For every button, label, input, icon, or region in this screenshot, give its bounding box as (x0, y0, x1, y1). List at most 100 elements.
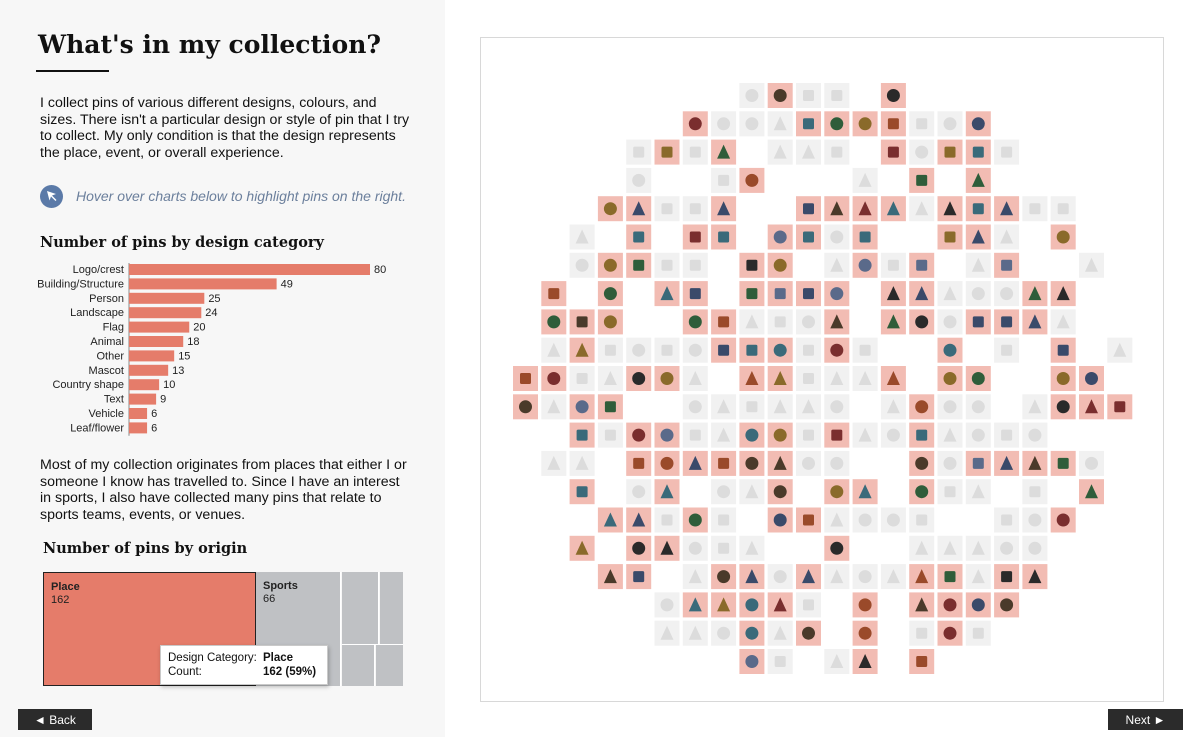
pin-tile[interactable] (682, 309, 708, 335)
pin-tile[interactable] (654, 366, 680, 391)
pin-tile[interactable] (597, 252, 623, 278)
pin-tile[interactable] (796, 224, 821, 250)
pin-tile[interactable] (569, 337, 595, 363)
bar-logo-crest[interactable] (129, 264, 370, 275)
pin-tile[interactable] (1050, 281, 1076, 307)
pin-tile[interactable] (682, 139, 708, 165)
pin-tile[interactable] (654, 337, 680, 363)
pin-tile[interactable] (965, 564, 991, 590)
pin-tile[interactable] (711, 337, 737, 363)
pin-tile[interactable] (767, 139, 793, 165)
pin-tile[interactable] (1079, 450, 1104, 476)
pin-tile[interactable] (1022, 479, 1048, 505)
pin-tile[interactable] (682, 366, 708, 391)
pin-tile[interactable] (796, 111, 821, 137)
pin-tile[interactable] (824, 422, 850, 448)
pin-grid[interactable] (481, 38, 1165, 703)
pin-tile[interactable] (796, 139, 821, 165)
pin-tile[interactable] (1050, 450, 1076, 476)
pin-tile[interactable] (796, 394, 821, 420)
pin-tile[interactable] (626, 479, 652, 505)
pin-tile[interactable] (909, 564, 935, 590)
pin-tile[interactable] (682, 564, 708, 590)
pin-tile[interactable] (739, 111, 765, 137)
pin-tile[interactable] (682, 252, 708, 278)
pin-tile[interactable] (796, 83, 821, 108)
pin-tile[interactable] (796, 507, 821, 533)
pin-tile[interactable] (1050, 309, 1076, 335)
bar-flag[interactable] (129, 321, 190, 333)
pin-tile[interactable] (965, 394, 991, 420)
pin-tile[interactable] (1107, 394, 1133, 420)
pin-tile[interactable] (739, 450, 765, 476)
pin-tile[interactable] (937, 535, 963, 561)
pin-tile[interactable] (852, 167, 878, 193)
origin-treemap[interactable]: Place 162 Sports 66 (43, 572, 403, 686)
pin-tile[interactable] (937, 111, 963, 137)
pin-tile[interactable] (852, 592, 878, 618)
pin-tile[interactable] (682, 281, 708, 307)
pin-tile[interactable] (739, 167, 765, 193)
pin-tile[interactable] (965, 167, 991, 193)
pin-tile[interactable] (767, 422, 793, 448)
pin-tile[interactable] (1022, 281, 1048, 307)
pin-tile[interactable] (739, 83, 765, 108)
pin-tile[interactable] (824, 394, 850, 420)
pin-tile[interactable] (626, 252, 652, 278)
pin-tile[interactable] (626, 535, 652, 561)
pin-tile[interactable] (626, 224, 652, 250)
pin-tile[interactable] (1079, 479, 1104, 505)
pin-tile[interactable] (937, 337, 963, 363)
pin-tile[interactable] (569, 252, 595, 278)
pin-tile[interactable] (767, 592, 793, 618)
pin-tile[interactable] (1050, 366, 1076, 391)
pin-tile[interactable] (994, 139, 1020, 165)
bar-vehicle[interactable] (129, 408, 148, 419)
pin-tile[interactable] (569, 309, 595, 335)
pin-tile[interactable] (654, 507, 680, 533)
pin-tile[interactable] (767, 649, 793, 674)
pin-tile[interactable] (937, 620, 963, 646)
pin-tile[interactable] (880, 564, 906, 590)
pin-tile[interactable] (880, 394, 906, 420)
pin-tile[interactable] (994, 309, 1020, 335)
pin-tile[interactable] (767, 309, 793, 335)
pin-tile[interactable] (824, 564, 850, 590)
pin-tile[interactable] (654, 281, 680, 307)
pin-tile[interactable] (909, 620, 935, 646)
bar-building-structure[interactable] (129, 278, 277, 290)
pin-tile[interactable] (880, 366, 906, 391)
pin-tile[interactable] (824, 649, 850, 674)
pin-tile[interactable] (965, 224, 991, 250)
pin-tile[interactable] (937, 196, 963, 222)
pin-tile[interactable] (711, 620, 737, 646)
pin-tile[interactable] (569, 479, 595, 505)
pin-tile[interactable] (1079, 366, 1104, 391)
pin-tile[interactable] (654, 450, 680, 476)
pin-tile[interactable] (852, 479, 878, 505)
pin-tile[interactable] (711, 167, 737, 193)
pin-tile[interactable] (597, 281, 623, 307)
pin-tile[interactable] (711, 422, 737, 448)
pin-tile[interactable] (682, 507, 708, 533)
pin-tile[interactable] (796, 366, 821, 391)
pin-tile[interactable] (852, 111, 878, 137)
pin-tile[interactable] (654, 535, 680, 561)
pin-tile[interactable] (965, 479, 991, 505)
pin-tile[interactable] (824, 309, 850, 335)
pin-tile[interactable] (909, 394, 935, 420)
pin-tile[interactable] (965, 309, 991, 335)
pin-tile[interactable] (626, 450, 652, 476)
pin-tile[interactable] (937, 450, 963, 476)
pin-tile[interactable] (513, 366, 538, 391)
pin-tile[interactable] (767, 620, 793, 646)
pin-tile[interactable] (796, 564, 821, 590)
pin-tile[interactable] (597, 309, 623, 335)
pin-tile[interactable] (711, 507, 737, 533)
pin-tile[interactable] (994, 592, 1020, 618)
pin-tile[interactable] (994, 252, 1020, 278)
pin-tile[interactable] (597, 507, 623, 533)
pin-tile[interactable] (767, 281, 793, 307)
pin-tile[interactable] (965, 196, 991, 222)
pin-tile[interactable] (1022, 564, 1048, 590)
